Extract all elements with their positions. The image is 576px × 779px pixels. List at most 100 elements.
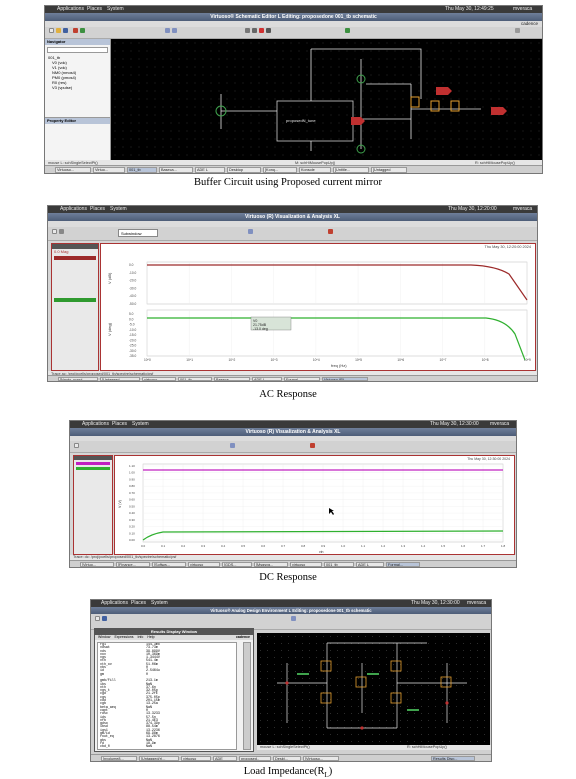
tree-item[interactable]: V3 (vpulse) [52,85,73,90]
taskbar-item[interactable]: [Softwa... [152,562,186,567]
taskbar-item[interactable]: virtuoso [142,377,176,381]
os-menu-system[interactable]: System [110,206,127,212]
results-menu-item[interactable]: Window [98,635,111,639]
tree-item[interactable]: R0 (res) [52,80,67,85]
legend-trace-label[interactable]: 0.0 Mag [54,249,69,254]
results-row: vth 541.4m [98,659,236,663]
wire-icon[interactable] [245,28,250,33]
os-menu-applications[interactable]: Applications [57,6,84,12]
taskbar-item[interactable]: ADE L [195,167,225,173]
instance-icon[interactable] [252,28,257,33]
tree-item[interactable]: 001_tb [48,55,61,60]
taskbar-item[interactable]: virtuoso [181,756,211,761]
taskbar-item[interactable]: Formal... [386,562,420,567]
taskbar-item[interactable]: [Untagged... [100,377,140,381]
zoom-icon[interactable] [248,229,253,234]
taskbar-item[interactable]: [Msgsvg... [254,562,288,567]
results-menu-item[interactable]: Info [137,635,144,639]
redo-icon[interactable] [80,28,85,33]
navigator-search-field[interactable] [47,47,108,53]
zoom-out-icon[interactable] [172,28,177,33]
taskbar-item[interactable]: ADE [213,756,237,761]
os-menu-applications[interactable]: Applications [101,600,128,606]
taskbar-item[interactable]: Virtuoso (R)... [322,377,368,381]
taskbar-item[interactable]: virtuoso [188,562,220,567]
results-menu-item[interactable]: Expressions [114,635,134,639]
print-icon[interactable] [59,229,64,234]
taskbar-item[interactable]: Desktop [227,167,261,173]
taskbar-item[interactable]: ADE L [356,562,384,567]
wire [311,48,422,99]
zoom-icon[interactable] [230,443,235,448]
save-icon[interactable] [102,616,107,621]
os-menu-applications[interactable]: Applications [60,206,87,212]
open-icon[interactable] [56,28,61,33]
subwindow-tab[interactable]: Subwindow [118,229,158,237]
taskbar-item[interactable]: Baseca... [214,377,250,381]
new-icon[interactable] [95,616,100,621]
taskbar-item[interactable]: Formal... [284,377,320,381]
legend-trace-top[interactable] [54,256,96,260]
os-menu-places[interactable]: Places [87,6,103,12]
os-menu-places[interactable]: Places [90,206,106,212]
tree-item[interactable]: V0 (vdc) [52,60,67,65]
taskbar-item[interactable]: [Virtuo... [80,562,114,567]
os-menu-places[interactable]: Places [131,600,147,606]
results-key: ids [100,714,106,719]
label-icon[interactable] [266,28,271,33]
taskbar-item[interactable]: Baseca... [159,167,193,173]
new-window-icon[interactable] [74,443,79,448]
taskbar-item[interactable]: virtuoso [290,562,322,567]
zoom-in-icon[interactable] [165,28,170,33]
legend-trace-top[interactable] [76,462,110,465]
taskbar-item[interactable]: Virtuo... [93,167,125,173]
taskbar-item[interactable]: [Untitle... [333,167,369,173]
tree-item[interactable]: PM0 (pmos4) [52,75,77,80]
os-menu-system[interactable]: System [132,421,149,427]
tree-item[interactable]: V1 (vdc) [52,65,67,70]
taskbar-item[interactable]: Konsole [299,167,331,173]
os-menu-places[interactable]: Places [112,421,128,427]
taskbar-item[interactable]: 001_tb [324,562,354,567]
save-icon[interactable] [63,28,68,33]
taskbar-item[interactable]: [Finance... [116,562,150,567]
ac-chart: 10^0 10^1 10^2 10^3 10^4 10^5 10^6 10^7 10^8 10^9… [107,261,531,368]
os-menu-applications[interactable]: Applications [82,421,109,427]
legend-trace-bottom[interactable] [76,467,110,470]
results-scrollbar[interactable] [243,642,251,750]
marker-icon[interactable] [328,229,333,234]
taskbar-item[interactable]: [Nauto_suppl... [58,377,98,381]
schematic-canvas[interactable]: proposedN_tune [111,39,542,160]
plot-timestamp: Thu May 30, 12:30:00 2024 [467,457,510,461]
legend-trace-bottom[interactable] [54,298,96,302]
new-window-icon[interactable] [52,229,57,234]
status-right: R: schHiMousePopUp() [407,745,447,749]
os-menu-system[interactable]: System [107,6,124,12]
taskbar-item[interactable]: Deskt... [273,756,301,761]
taskbar-item[interactable]: proposed.. [239,756,271,761]
ac-plot-window[interactable]: Thu May 30, 12:20:00 2024 10^0 10^1 10^2 10… [100,243,536,371]
search-icon[interactable] [515,28,520,33]
taskbar-item[interactable]: [GDS... [222,562,252,567]
zoom-icon[interactable] [291,616,296,621]
taskbar-item[interactable]: [Konq... [263,167,297,173]
taskbar-item[interactable]: [Untagged(r)... [139,756,179,761]
os-menu-system[interactable]: System [151,600,168,606]
taskbar-item[interactable]: [Virtuoso... [303,756,339,761]
check-save-icon[interactable] [345,28,350,33]
taskbar-item[interactable]: [nvolume8... [101,756,137,761]
tree-item[interactable]: NM0 (nmos4) [52,70,77,75]
results-menu-item[interactable]: Help [147,635,155,639]
taskbar-item[interactable]: [Untagged [371,167,407,173]
marker-icon[interactable] [310,443,315,448]
undo-icon[interactable] [73,28,78,33]
taskbar-item[interactable]: 001_tb [178,377,212,381]
new-icon[interactable] [49,28,54,33]
dc-plot-window[interactable]: Thu May 30, 12:30:00 2024 0.0 0.1 0.2 0.3 0.… [114,455,515,555]
taskbar-item[interactable]: Results Disp... [431,756,475,761]
taskbar-item[interactable]: 001_tb [127,167,157,173]
taskbar-item[interactable]: Virtuoso... [55,167,91,173]
ade-schematic-canvas[interactable] [257,633,490,745]
pin-icon[interactable] [259,28,264,33]
taskbar-item[interactable]: ADE L [252,377,282,381]
